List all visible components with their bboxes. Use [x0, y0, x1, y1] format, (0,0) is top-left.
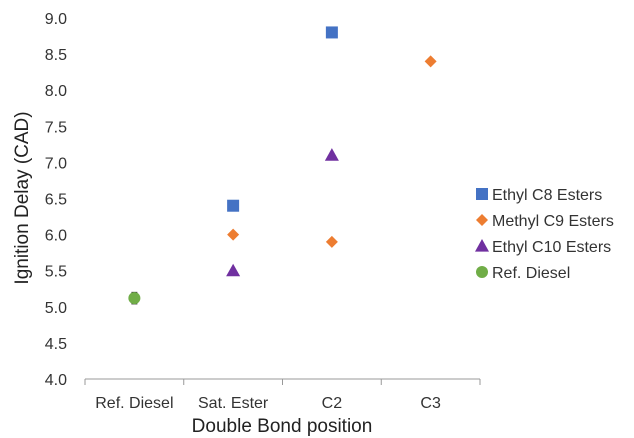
legend-marker — [476, 266, 488, 278]
data-point — [128, 292, 141, 305]
x-tick-label: C2 — [322, 395, 343, 412]
y-tick-label: 8.5 — [45, 47, 67, 64]
y-tick-label: 8.0 — [45, 83, 67, 100]
legend-label: Ref. Diesel — [492, 265, 570, 282]
x-tick-label: Ref. Diesel — [95, 395, 173, 412]
y-tick-label: 7.5 — [45, 119, 67, 136]
legend-label: Methyl C9 Esters — [492, 213, 614, 230]
y-axis-title: Ignition Delay (CAD) — [12, 111, 33, 284]
data-point — [226, 263, 241, 277]
x-tick-label: Sat. Ester — [198, 395, 269, 412]
data-point — [227, 228, 240, 241]
legend-label: Ethyl C10 Esters — [492, 239, 611, 256]
y-tick-label: 6.5 — [45, 192, 67, 209]
data-point — [324, 148, 339, 161]
legend-label: Ethyl C8 Esters — [492, 187, 602, 204]
data-point — [227, 199, 240, 212]
legend-marker — [475, 239, 489, 252]
y-tick-label: 6.0 — [45, 228, 67, 245]
y-tick-label: 4.5 — [45, 336, 67, 353]
legend: Ethyl C8 Esters Methyl C9 Esters Ethyl C10… — [475, 187, 614, 282]
data-point — [325, 26, 338, 39]
plot-area: 4.0 4.5 5.0 5.5 6.0 6.5 7.0 7.5 8.0 8.5 9.0 Ref. Di… — [45, 11, 481, 412]
legend-marker — [476, 214, 488, 226]
data-point — [325, 235, 338, 248]
legend-marker — [476, 188, 488, 200]
y-tick-label: 5.5 — [45, 264, 67, 281]
y-tick-label: 9.0 — [45, 11, 67, 28]
y-tick-label: 7.0 — [45, 155, 67, 172]
data-point — [424, 55, 437, 68]
y-tick-label: 5.0 — [45, 300, 67, 317]
y-tick-label: 4.0 — [45, 372, 67, 389]
x-tick-label: C3 — [420, 395, 441, 412]
x-axis-title: Double Bond position — [192, 416, 373, 437]
